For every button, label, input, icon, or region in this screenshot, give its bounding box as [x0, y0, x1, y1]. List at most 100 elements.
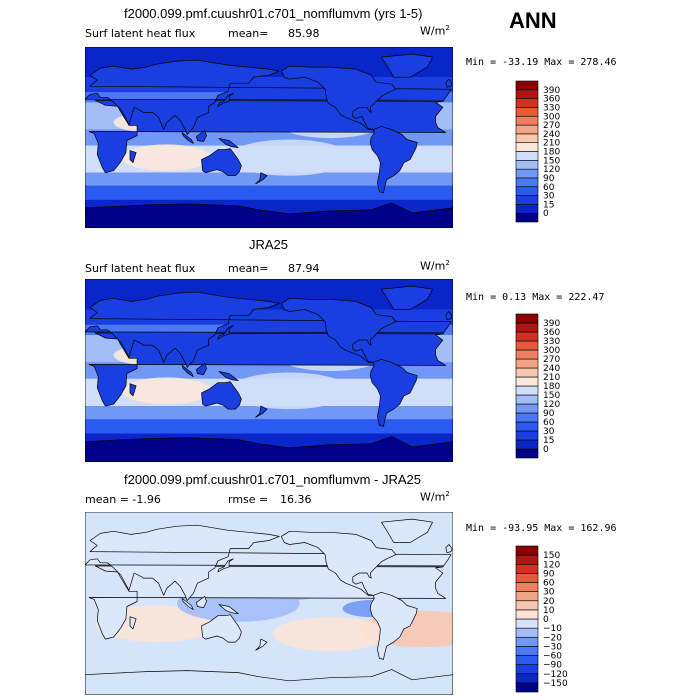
colorbar-tick-label: 240: [543, 130, 560, 140]
coastline-japan: [217, 325, 234, 340]
colorbar-swatch: [515, 340, 539, 351]
colorbar-tick-label: 270: [543, 121, 560, 131]
colorbar-tick-label: −20: [543, 633, 562, 643]
panel2-title: JRA25: [249, 237, 289, 252]
colorbar-swatch: [515, 331, 539, 342]
coastline-greenland: [381, 53, 433, 78]
colorbar-tick-label: 60: [543, 579, 555, 589]
coastline-greenland: [381, 518, 433, 543]
coastline-uk: [445, 544, 453, 554]
colorbar-swatch: [515, 673, 539, 684]
colorbar-tick-label: 390: [543, 86, 560, 96]
colorbar-swatch: [515, 412, 539, 423]
colorbar-tick-label: −10: [543, 624, 562, 634]
panel1-map: [85, 47, 453, 228]
colorbar-tick-label: 30: [543, 427, 555, 437]
colorbar-swatch: [515, 168, 539, 179]
colorbar-swatch: [515, 591, 539, 602]
colorbar-tick-label: 15: [543, 200, 554, 210]
colorbar-tick-label: 150: [543, 391, 560, 401]
colorbar-swatch: [515, 177, 539, 188]
colorbar-swatch: [515, 573, 539, 583]
colorbar-swatch: [515, 186, 539, 196]
colorbar-tick-label: 90: [543, 569, 555, 579]
panel3-mean-label: mean = -1.96: [85, 493, 161, 506]
colorbar-swatch: [515, 554, 539, 565]
colorbar-swatch: [515, 160, 539, 170]
colorbar-tick-label: 330: [543, 337, 560, 347]
colorbar-swatch: [515, 204, 539, 214]
panel2-mean-label: mean=: [228, 262, 269, 275]
colorbar-swatch: [515, 124, 539, 135]
colorbar-swatch: [515, 618, 539, 629]
panel2-units: W/m2: [420, 259, 450, 273]
colorbar-swatch: [515, 151, 539, 161]
flux-band: [85, 172, 453, 186]
colorbar-swatch: [515, 322, 539, 333]
colorbar-swatch: [515, 313, 539, 324]
season-label: ANN: [509, 8, 557, 33]
colorbar-swatch: [515, 563, 539, 574]
coastline-greenland: [381, 285, 433, 310]
colorbar-tick-label: 330: [543, 103, 560, 113]
colorbar-tick-label: 300: [543, 112, 560, 122]
colorbar-swatch: [515, 367, 539, 378]
coastline-newguinea: [218, 604, 239, 615]
coastline-antarctica: [85, 202, 453, 228]
coastline-sumatra: [181, 365, 194, 377]
colorbar-swatch: [515, 358, 539, 369]
colorbar-tick-label: 180: [543, 382, 560, 392]
panel1-units: W/m2: [420, 24, 450, 38]
flux-band: [85, 406, 453, 420]
colorbar-tick-label: 30: [543, 192, 555, 202]
colorbar-swatch: [515, 80, 539, 91]
coastline-newguinea: [218, 138, 239, 148]
colorbar-tick-label: 120: [543, 165, 560, 175]
colorbar-tick-label: 90: [543, 409, 555, 419]
colorbar-tick-label: 210: [543, 139, 560, 149]
colorbar-swatch: [515, 98, 539, 108]
colorbar-tick-label: 60: [543, 183, 555, 193]
colorbar-swatch: [515, 655, 539, 665]
colorbar-tick-label: −30: [543, 642, 562, 652]
colorbar-tick-label: 0: [543, 615, 549, 625]
colorbar-tick-label: 240: [543, 364, 560, 374]
colorbar-swatch: [515, 212, 539, 223]
flux-maximum: [121, 144, 212, 171]
coastline-samerica: [369, 126, 418, 194]
colorbar-tick-label: 120: [543, 560, 560, 570]
colorbar-swatch: [515, 89, 539, 99]
colorbar-tick-label: 10: [543, 606, 555, 616]
coastline-japan: [217, 92, 234, 107]
colorbar-tick-label: 0: [543, 209, 549, 219]
colorbar-tick-label: 90: [543, 174, 555, 184]
colorbar-tick-label: 300: [543, 346, 560, 356]
colorbar-tick-label: 270: [543, 355, 560, 365]
panel2-minmax: Min = 0.13 Max = 222.47: [466, 292, 605, 303]
colorbar-tick-label: 15: [543, 436, 554, 446]
panel1-minmax: Min = -33.19 Max = 278.46: [466, 57, 617, 68]
anomaly-patch: [273, 616, 388, 652]
colorbar-tick-label: −90: [543, 661, 562, 671]
colorbar-swatch: [515, 133, 539, 143]
colorbar-swatch: [515, 636, 539, 647]
colorbar-swatch: [515, 582, 539, 592]
coastline-borneo: [196, 130, 207, 142]
coastline-samerica: [369, 591, 418, 660]
colorbar-tick-label: 20: [543, 597, 555, 607]
colorbar-tick-label: 360: [543, 95, 560, 105]
panel3-title: f2000.099.pmf.cuushr01.c701_nomflumvm - …: [124, 472, 421, 487]
colorbar-swatch: [515, 385, 539, 396]
flux-maximum: [121, 377, 212, 405]
coastline-eurasia: [85, 524, 452, 601]
coastline-madagascar: [129, 150, 137, 163]
colorbar-tick-label: 180: [543, 148, 560, 158]
panel1-variable-label: Surf latent heat flux: [85, 27, 196, 40]
colorbar-tick-label: 30: [543, 588, 555, 598]
coastline-japan: [217, 558, 234, 573]
colorbar-swatch: [515, 600, 539, 611]
